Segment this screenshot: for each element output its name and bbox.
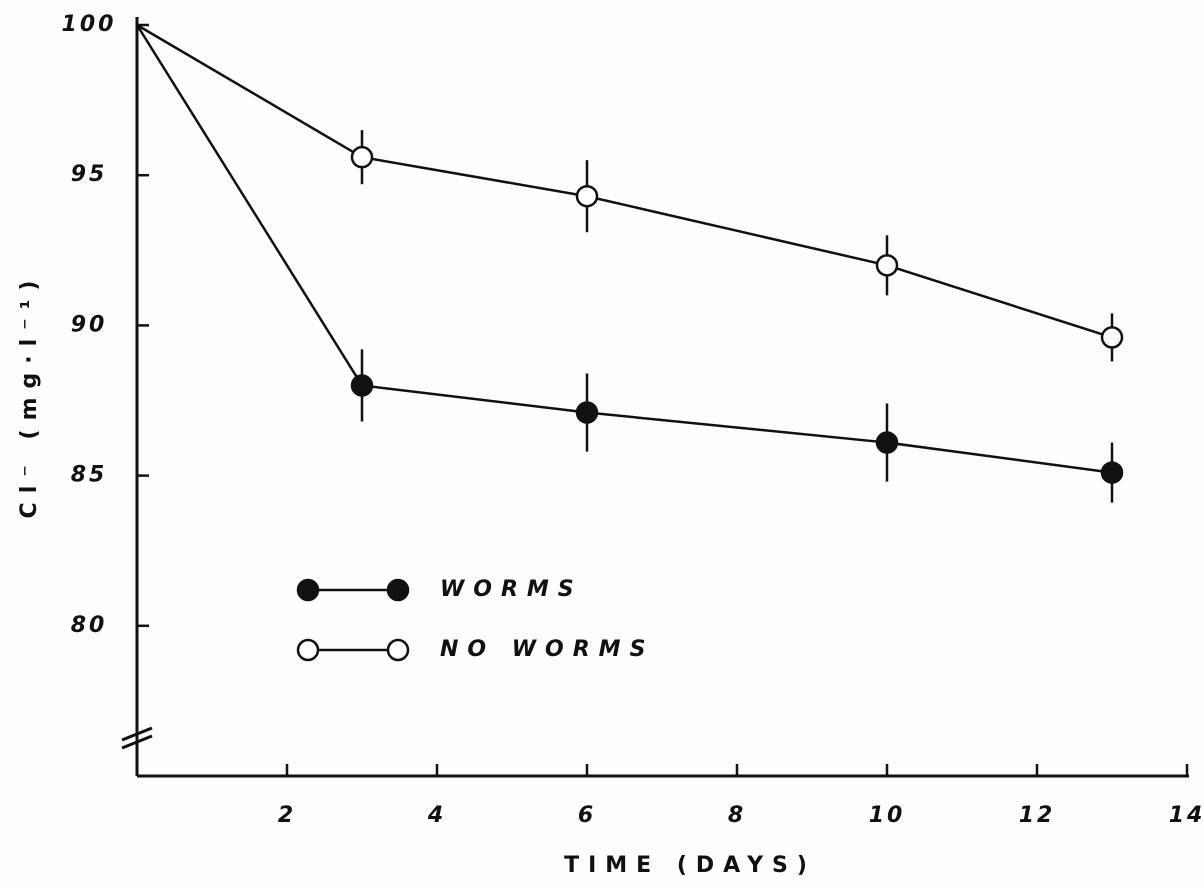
legend-marker xyxy=(386,638,410,662)
data-point xyxy=(875,254,899,277)
x-tick-label: 2 xyxy=(278,803,296,828)
data-point xyxy=(1100,326,1124,349)
x-tick-label: 6 xyxy=(578,803,596,828)
y-tick-label: 85 xyxy=(71,463,108,488)
y-tick-label: 95 xyxy=(71,162,108,187)
data-point xyxy=(350,374,374,397)
data-point xyxy=(575,184,599,208)
x-tick-label: 14 xyxy=(1169,803,1204,828)
legend-label: WORMS xyxy=(440,577,583,602)
y-tick-label: 90 xyxy=(71,312,108,337)
y-tick-label: 80 xyxy=(71,613,108,638)
legend-label: NO WORMS xyxy=(440,637,654,662)
y-tick-label: 100 xyxy=(62,12,117,37)
x-tick-label: 12 xyxy=(1019,803,1056,828)
data-point xyxy=(875,431,899,454)
x-tick-label: 4 xyxy=(427,803,446,828)
data-point xyxy=(350,145,374,169)
x-tick-label: 8 xyxy=(728,803,746,828)
x-axis-label: TIME (DAYS) xyxy=(564,853,816,878)
legend-marker xyxy=(296,638,320,662)
data-point xyxy=(575,401,599,424)
data-point xyxy=(1100,461,1124,484)
y-axis-label: Cl⁻ (mg·l⁻¹) xyxy=(17,272,42,519)
legend-marker xyxy=(386,578,410,602)
legend-marker xyxy=(296,578,320,602)
x-tick-label: 10 xyxy=(869,803,906,828)
